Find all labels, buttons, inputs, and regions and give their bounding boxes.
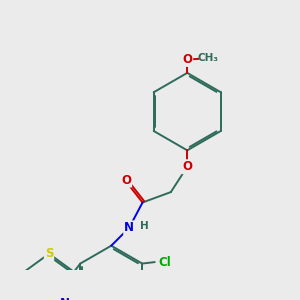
Text: O: O: [182, 160, 192, 173]
Text: N: N: [124, 221, 134, 234]
Text: S: S: [45, 247, 53, 260]
Text: CH₃: CH₃: [198, 53, 219, 63]
Text: O: O: [182, 53, 192, 66]
Text: O: O: [121, 174, 131, 187]
Text: H: H: [140, 221, 149, 231]
Text: Cl: Cl: [158, 256, 171, 268]
Text: N: N: [59, 297, 69, 300]
